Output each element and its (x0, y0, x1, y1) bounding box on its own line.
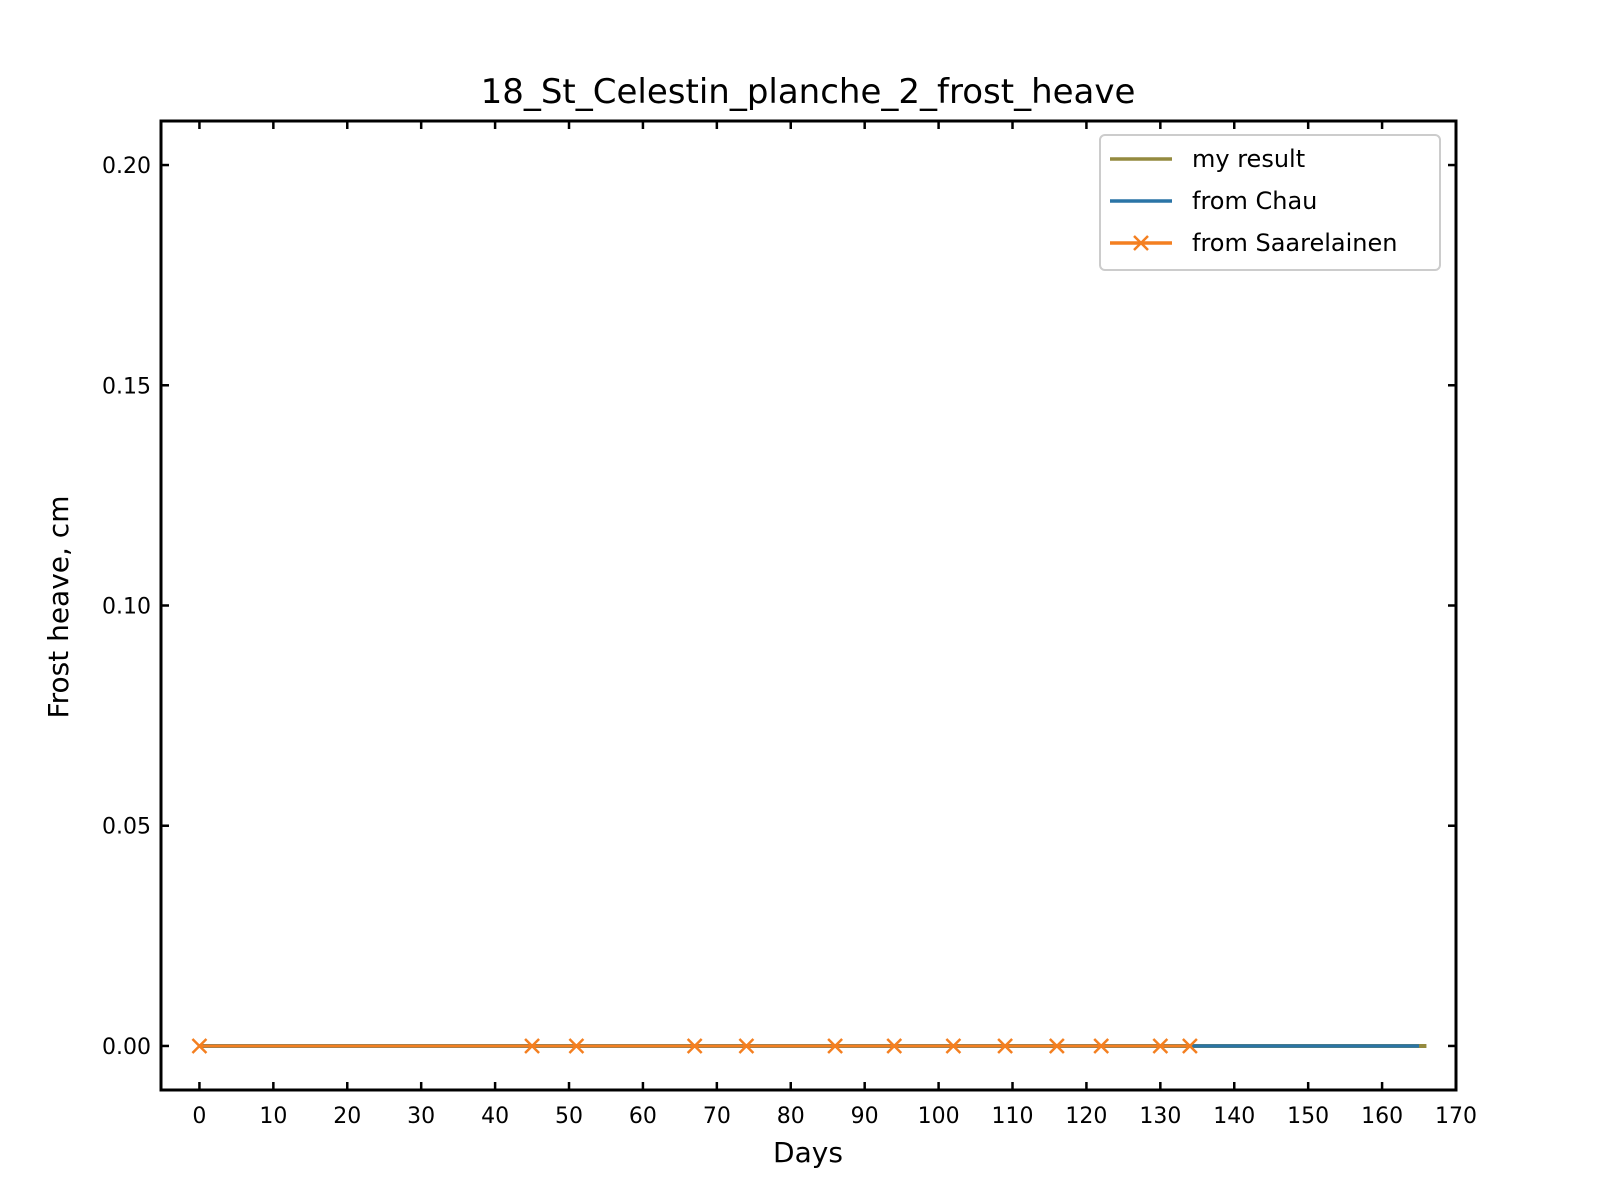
x-tick-label: 90 (851, 1104, 879, 1129)
x-tick-label: 140 (1213, 1104, 1255, 1129)
plot-area: 0 10 20 30 40 50 60 70 80 90 100 110 120 130 140 150 160… (102, 119, 1477, 1129)
x-tick-label: 130 (1139, 1104, 1181, 1129)
x-tick-label: 120 (1065, 1104, 1107, 1129)
legend-label: from Saarelainen (1192, 229, 1397, 257)
saarelainen-point (738, 1038, 755, 1054)
legend-label: from Chau (1192, 187, 1317, 215)
saarelainen-point (1048, 1038, 1065, 1054)
legend-label: my result (1192, 145, 1305, 173)
y-axis-label: Frost heave, cm (42, 496, 75, 719)
saarelainen-point (827, 1038, 843, 1054)
saarelainen-point (686, 1038, 703, 1054)
saarelainen-point (1093, 1038, 1110, 1054)
x-tick-label: 20 (333, 1104, 361, 1129)
saarelainen-point (1152, 1038, 1169, 1054)
x-tick-label: 10 (259, 1104, 287, 1129)
saarelainen-point (886, 1038, 903, 1054)
x-tick-label: 0 (192, 1104, 206, 1129)
y-tick-label: 0.05 (102, 815, 151, 840)
chart-title: 18_St_Celestin_planche_2_frost_heave (481, 72, 1136, 112)
x-tick-label: 160 (1361, 1104, 1403, 1129)
x-axis-label: Days (773, 1136, 843, 1169)
legend-marker (1133, 235, 1149, 251)
saarelainen-point (568, 1038, 585, 1054)
x-tick-label: 150 (1287, 1104, 1329, 1129)
x-tick-label: 60 (629, 1104, 657, 1129)
x-tick-label: 80 (777, 1104, 805, 1129)
saarelainen-point (191, 1038, 208, 1054)
x-tick-label: 70 (703, 1104, 731, 1129)
saarelainen-point (945, 1038, 962, 1054)
y-tick-label: 0.15 (102, 374, 151, 399)
saarelainen-point (997, 1038, 1013, 1054)
plot-frame (159, 119, 1458, 1092)
y-tick-label: 0.10 (102, 595, 151, 620)
x-tick-label: 30 (407, 1104, 435, 1129)
x-tick-label: 170 (1435, 1104, 1477, 1129)
x-tick-label: 40 (481, 1104, 509, 1129)
legend: my result from Chau from Saarelainen (1099, 134, 1441, 271)
saarelainen-point (524, 1038, 540, 1054)
y-tick-label: 0.00 (102, 1035, 151, 1060)
x-tick-label: 100 (918, 1104, 960, 1129)
saarelainen-point (1182, 1038, 1198, 1054)
y-tick-label: 0.20 (102, 154, 151, 179)
legend-box (1099, 134, 1441, 271)
x-tick-label: 110 (992, 1104, 1034, 1129)
x-tick-label: 50 (555, 1104, 583, 1129)
